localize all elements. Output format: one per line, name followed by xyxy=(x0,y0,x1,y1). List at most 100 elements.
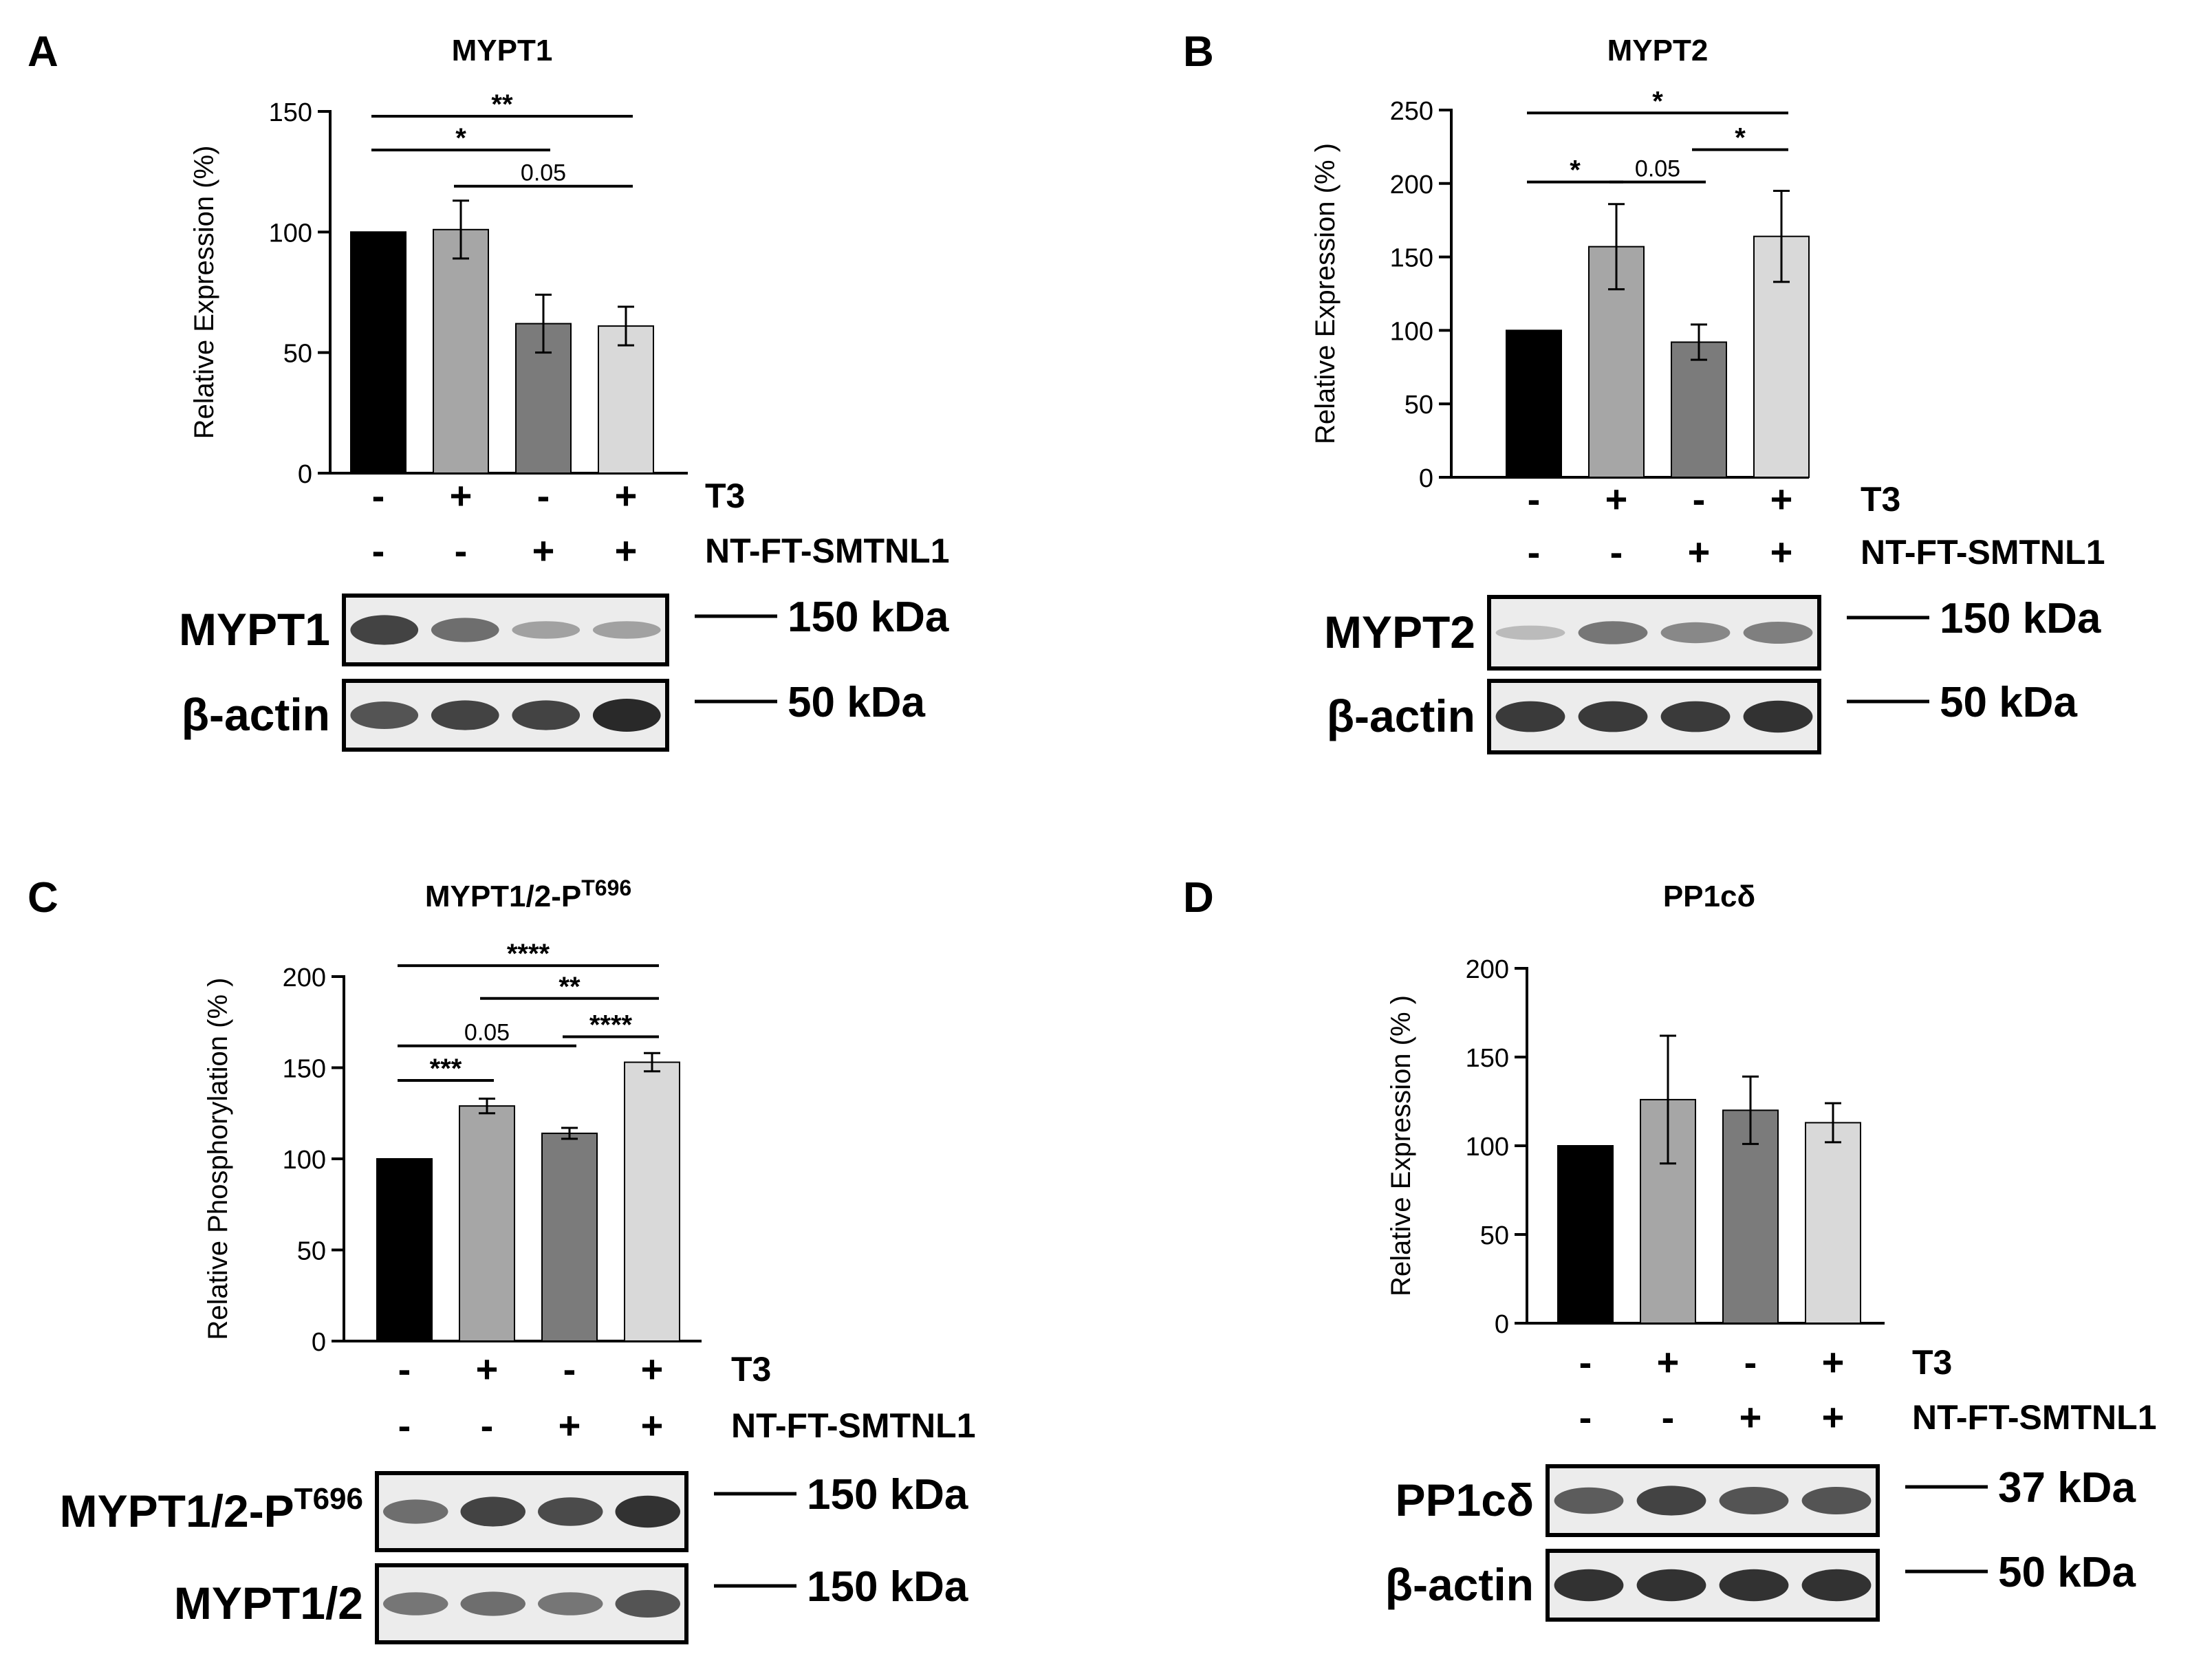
treatment-sign: - xyxy=(1579,1340,1592,1384)
treatment-sign: + xyxy=(476,1347,499,1391)
blot-band xyxy=(512,621,581,639)
blot-band xyxy=(538,1592,603,1615)
y-tick-label: 100 xyxy=(269,219,312,248)
marker-label: 150 kDa xyxy=(1940,595,2101,642)
marker-label: 37 kDa xyxy=(1998,1464,2136,1512)
y-tick-label: 150 xyxy=(283,1055,326,1084)
panel-b: B MYPT2 0 50 100 150 200 250 Relative Expression… xyxy=(1156,0,2212,830)
blot-band xyxy=(1801,1569,1872,1602)
treatment-sign: - xyxy=(481,1404,494,1447)
blot-label: MYPT1 xyxy=(179,604,330,655)
blot xyxy=(375,1563,688,1644)
significance-label: 0.05 xyxy=(521,160,566,186)
treatment-sign: + xyxy=(641,1404,664,1447)
treatment-label: NT-FT-SMTNL1 xyxy=(731,1406,976,1445)
treatment-label: T3 xyxy=(1912,1343,1952,1382)
treatment-sign: + xyxy=(1822,1395,1845,1439)
treatment-sign: - xyxy=(563,1347,576,1391)
treatment-sign: - xyxy=(455,529,468,572)
marker-label: 150 kDa xyxy=(807,1563,968,1611)
treatment-sign: + xyxy=(615,474,638,517)
chart-title: MYPT1 xyxy=(452,34,553,67)
blot-band xyxy=(1660,701,1731,732)
panel-letter: C xyxy=(28,874,58,922)
y-tick-label: 50 xyxy=(283,340,312,369)
significance-label: * xyxy=(1652,86,1663,116)
panel-d: D PP1cδ 0 50 100 150 200 Relative Expression (%… xyxy=(1156,846,2212,1676)
significance-label: * xyxy=(1570,155,1581,186)
chart-d: D PP1cδ 0 50 100 150 200 Relative Expression (%… xyxy=(1183,874,2157,1622)
y-tick-label: 100 xyxy=(283,1146,326,1175)
blot-band xyxy=(1554,1569,1624,1602)
treatment-sign: + xyxy=(532,529,555,572)
treatment-label: T3 xyxy=(705,477,745,515)
y-tick-label: 150 xyxy=(1466,1044,1509,1073)
marker-label: 150 kDa xyxy=(788,594,949,641)
treatment-sign: - xyxy=(1528,530,1541,574)
significance-label: 0.05 xyxy=(464,1020,510,1046)
panel-c: C MYPT1/2-PT696 0 50 100 150 200 Relative Phosp… xyxy=(0,846,1100,1676)
treatment-sign: + xyxy=(1770,530,1793,574)
treatment-sign: - xyxy=(1744,1340,1757,1384)
blot-label: MYPT2 xyxy=(1324,607,1475,657)
blot-band xyxy=(1719,1487,1789,1514)
y-tick-label: 50 xyxy=(1480,1221,1509,1250)
blot-band xyxy=(1743,700,1813,733)
blot-band xyxy=(592,699,661,732)
blot-label: β-actin xyxy=(182,689,330,740)
bar xyxy=(1557,1145,1614,1324)
bar xyxy=(1506,329,1562,478)
y-tick-label: 200 xyxy=(1466,955,1509,984)
treatment-sign: + xyxy=(1770,477,1793,521)
blot-band xyxy=(383,1592,448,1615)
blot-band xyxy=(350,701,419,729)
blot-band xyxy=(431,618,499,642)
blot-band xyxy=(1801,1487,1872,1514)
blot-band xyxy=(1578,621,1648,644)
treatment-sign: + xyxy=(1739,1395,1762,1439)
treatment-label: NT-FT-SMTNL1 xyxy=(705,532,950,570)
blot-band xyxy=(1495,625,1565,640)
treatment-sign: - xyxy=(1610,530,1623,574)
significance-label: 0.05 xyxy=(1635,156,1680,182)
bar xyxy=(376,1158,433,1342)
significance-label: ** xyxy=(491,89,513,120)
y-tick-label: 100 xyxy=(1390,317,1433,346)
blot xyxy=(375,1471,688,1552)
y-axis-label: Relative Expression (%) xyxy=(189,146,219,439)
bar xyxy=(541,1132,598,1342)
blot-band xyxy=(460,1497,525,1527)
y-tick-label: 0 xyxy=(298,460,312,489)
marker-label: 150 kDa xyxy=(807,1471,968,1519)
y-axis-label: Relative Phosphorylation (% ) xyxy=(203,978,233,1340)
bar xyxy=(350,231,406,474)
blot-band xyxy=(1636,1569,1706,1602)
treatment-sign: + xyxy=(1688,530,1711,574)
y-tick-label: 200 xyxy=(1390,171,1433,199)
marker-label: 50 kDa xyxy=(1998,1549,2136,1596)
treatment-sign: + xyxy=(559,1404,581,1447)
blot-label: β-actin xyxy=(1385,1559,1534,1610)
blot-band xyxy=(1743,622,1813,644)
marker-label: 50 kDa xyxy=(788,679,925,726)
significance-label: * xyxy=(455,123,466,153)
panel-a: A MYPT1 0 50 100 150 Relative Expression (%) **… xyxy=(0,0,1100,830)
blot-band xyxy=(1495,701,1565,732)
treatment-label: NT-FT-SMTNL1 xyxy=(1861,533,2105,572)
blot-label: PP1cδ xyxy=(1396,1474,1534,1525)
blot-band xyxy=(538,1497,603,1526)
treatment-sign: - xyxy=(372,474,385,517)
blot-band xyxy=(350,615,419,645)
blot-band xyxy=(615,1495,680,1528)
treatment-sign: + xyxy=(615,529,638,572)
treatment-sign: - xyxy=(398,1347,411,1391)
y-tick-label: 100 xyxy=(1466,1133,1509,1162)
bar xyxy=(433,228,489,474)
blot xyxy=(1487,595,1821,671)
treatment-sign: + xyxy=(1605,477,1628,521)
treatment-label: T3 xyxy=(1861,480,1900,519)
y-tick-label: 250 xyxy=(1390,97,1433,126)
y-tick-label: 200 xyxy=(283,964,326,992)
treatment-label: NT-FT-SMTNL1 xyxy=(1912,1398,2157,1437)
